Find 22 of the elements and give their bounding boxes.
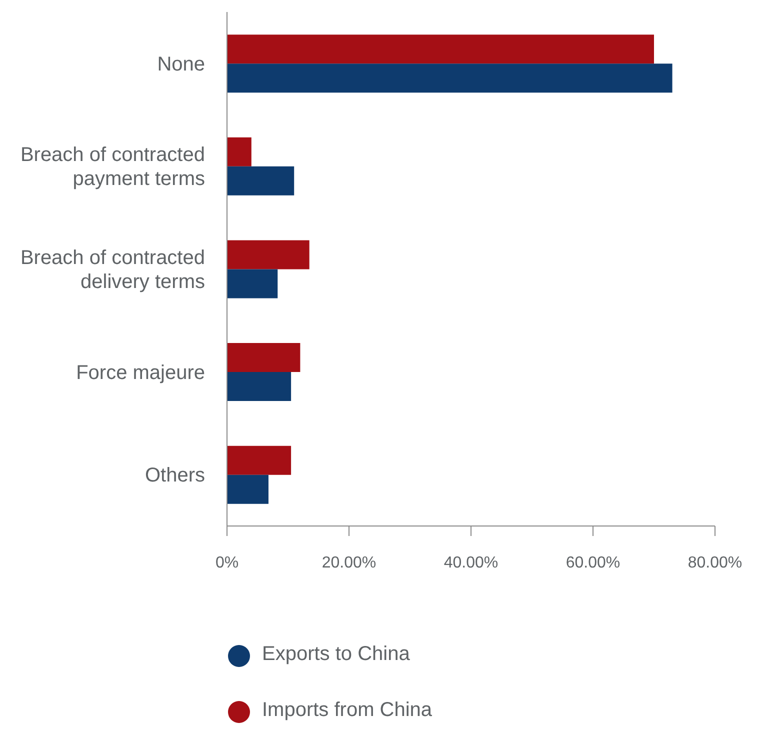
bar xyxy=(227,269,278,298)
legend-label: Imports from China xyxy=(262,699,432,721)
bar xyxy=(227,372,292,402)
bar xyxy=(227,474,268,504)
y-tick-label: Breach of contracted payment terms xyxy=(20,144,205,190)
bar xyxy=(227,34,654,64)
x-tick-label: 40.00% xyxy=(444,554,498,572)
bar xyxy=(227,137,252,166)
bar xyxy=(227,64,672,93)
bar xyxy=(227,166,294,196)
bar xyxy=(227,240,310,270)
x-tick-label: 0% xyxy=(215,554,239,572)
legend-label: Exports to China xyxy=(262,643,410,665)
bar xyxy=(227,343,300,372)
y-tick-label: Force majeure xyxy=(76,362,205,384)
x-tick-label: 60.00% xyxy=(566,554,620,572)
y-tick-label: Breach of contracted delivery terms xyxy=(20,247,205,293)
x-tick-label: 80.00% xyxy=(688,554,742,572)
x-tick-label: 20.00% xyxy=(322,554,376,572)
y-tick-label: None xyxy=(157,53,205,76)
y-tick-label: Others xyxy=(144,464,205,487)
bar xyxy=(227,446,292,475)
